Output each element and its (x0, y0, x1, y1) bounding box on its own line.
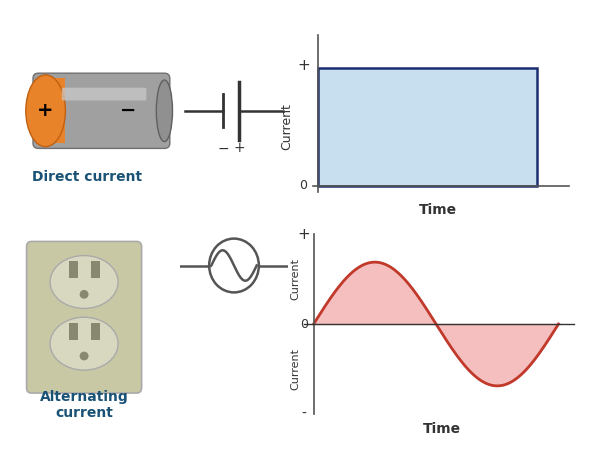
Bar (317, 68, 536, 186)
Text: Direct current: Direct current (32, 171, 142, 184)
Text: -: - (301, 407, 307, 421)
Text: Time: Time (419, 203, 457, 217)
FancyBboxPatch shape (26, 242, 142, 393)
Text: Alternating
current: Alternating current (40, 390, 128, 420)
Ellipse shape (50, 256, 118, 308)
Text: Time: Time (423, 422, 461, 436)
Text: +: + (298, 227, 310, 242)
Text: −: − (217, 141, 229, 156)
Ellipse shape (156, 80, 173, 142)
Text: +: + (297, 58, 310, 73)
Bar (91, 261, 100, 279)
Text: Current: Current (290, 347, 300, 390)
Ellipse shape (80, 290, 89, 299)
Text: Current: Current (280, 104, 293, 150)
Text: +: + (37, 101, 54, 120)
Text: Current: Current (290, 258, 300, 301)
FancyBboxPatch shape (62, 88, 146, 100)
Text: 0: 0 (299, 179, 307, 192)
Ellipse shape (80, 351, 89, 360)
Bar (91, 323, 100, 340)
Ellipse shape (26, 75, 65, 147)
Bar (69, 261, 77, 279)
Bar (69, 323, 77, 340)
Text: −: − (120, 101, 137, 120)
Text: 0: 0 (300, 318, 308, 330)
FancyBboxPatch shape (38, 78, 65, 143)
FancyBboxPatch shape (33, 73, 170, 148)
Text: +: + (233, 141, 245, 156)
Ellipse shape (50, 317, 118, 370)
